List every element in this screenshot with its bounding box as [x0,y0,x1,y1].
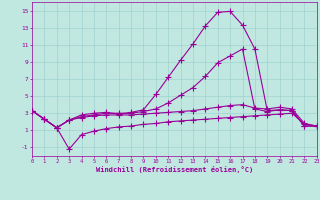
X-axis label: Windchill (Refroidissement éolien,°C): Windchill (Refroidissement éolien,°C) [96,166,253,173]
